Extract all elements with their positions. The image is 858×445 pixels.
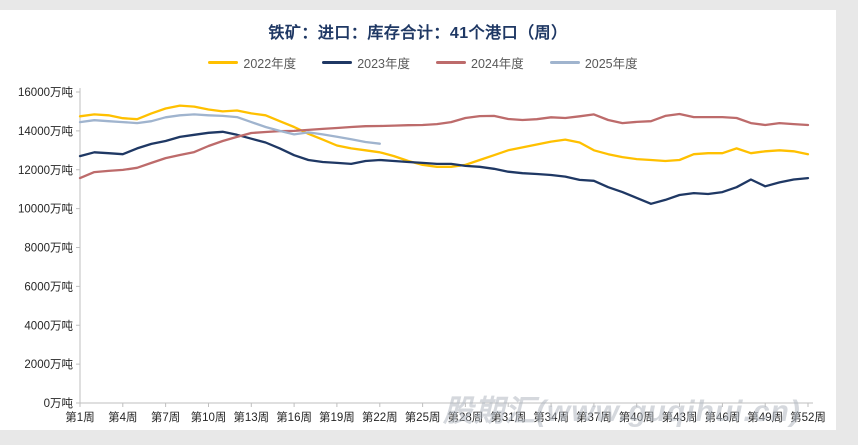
- legend-item-2023: 2023年度: [322, 53, 410, 72]
- y-axis-tick-label: 4000万吨: [24, 319, 73, 332]
- x-axis-tick-label: 第10周: [191, 410, 227, 424]
- x-axis-tick-label: 第7周: [151, 410, 180, 424]
- chart-panel: [0, 10, 836, 430]
- chart-legend: 2022年度 2023年度 2024年度 2025年度: [0, 53, 846, 72]
- legend-line-swatch: [436, 61, 466, 64]
- y-axis-tick-label: 10000万吨: [18, 203, 73, 216]
- x-axis-tick-label: 第19周: [319, 410, 355, 424]
- legend-label: 2024年度: [471, 57, 524, 71]
- x-axis-tick-label: 第37周: [576, 410, 612, 424]
- legend-line-swatch: [322, 61, 353, 64]
- series-line-2023: [78, 130, 810, 205]
- series-line-2022: [78, 104, 810, 168]
- legend-label: 2025年度: [584, 57, 638, 71]
- legend-item-2024: 2024年度: [436, 53, 524, 72]
- y-axis-tick-label: 6000万吨: [24, 280, 73, 293]
- y-axis-tick-label: 14000万吨: [18, 125, 73, 138]
- x-axis-tick-label: 第49周: [747, 410, 783, 424]
- chart-title: 铁矿：进口：库存合计：41个港口（周）: [268, 25, 568, 42]
- x-axis-tick-label: 第22周: [362, 410, 398, 424]
- x-axis-tick-label: 第16周: [276, 410, 312, 424]
- y-axis-tick-label: 8000万吨: [24, 242, 73, 255]
- y-axis-tick-label: 0万吨: [44, 397, 74, 410]
- legend-label: 2023年度: [357, 57, 410, 71]
- y-axis-tick-label: 2000万吨: [24, 358, 73, 371]
- legend-line-swatch: [549, 61, 580, 64]
- x-axis-tick-label: 第46周: [705, 410, 741, 424]
- x-axis-tick-label: 第28周: [448, 410, 484, 424]
- series-line-2025: [78, 113, 381, 145]
- x-axis-tick-label: 第40周: [619, 410, 655, 424]
- x-axis-tick-label: 第4周: [108, 410, 137, 424]
- legend-item-2025: 2025年度: [549, 53, 638, 72]
- x-axis-tick-label: 第1周: [65, 410, 94, 424]
- series-line-2024: [78, 112, 810, 180]
- legend-item-2022: 2022年度: [208, 53, 296, 72]
- x-axis-tick-label: 第25周: [405, 410, 441, 424]
- x-axis-tick-label: 第13周: [233, 410, 269, 424]
- x-axis-tick-label: 第52周: [790, 410, 826, 424]
- x-axis-tick-label: 第43周: [662, 410, 698, 424]
- legend-line-swatch: [208, 61, 239, 64]
- legend-label: 2022年度: [243, 57, 297, 71]
- x-axis-tick-label: 第34周: [533, 410, 569, 424]
- y-axis-tick-label: 12000万吨: [18, 164, 73, 177]
- x-axis-tick-label: 第31周: [490, 410, 526, 424]
- y-axis-tick-label: 16000万吨: [18, 86, 73, 99]
